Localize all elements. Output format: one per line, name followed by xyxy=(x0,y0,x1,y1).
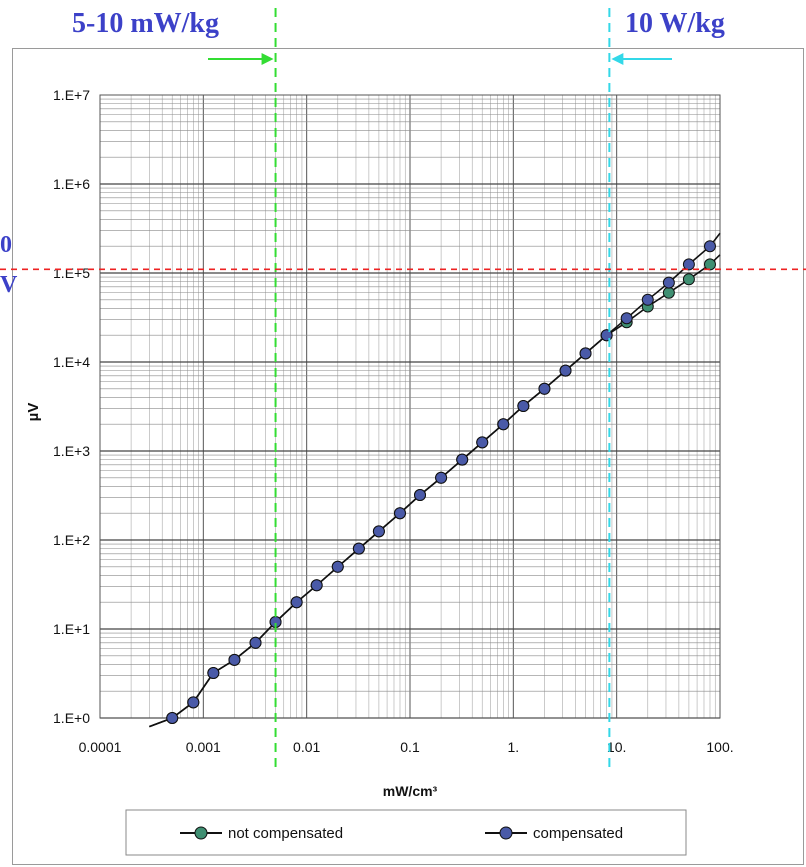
data-point-compensated xyxy=(352,542,365,555)
data-point-compensated xyxy=(414,489,427,502)
data-point-compensated xyxy=(372,525,385,538)
y-tick-label: 1.E+1 xyxy=(53,621,90,637)
data-point-compensated xyxy=(579,347,592,360)
data-point-compensated xyxy=(228,653,241,666)
data-point-compensated xyxy=(290,596,303,609)
left-arrow-head xyxy=(261,53,274,65)
data-point-compensated xyxy=(207,667,220,680)
data-point-compensated xyxy=(682,258,695,271)
legend-label: compensated xyxy=(533,825,623,842)
y-tick-label: 1.E+4 xyxy=(53,354,90,370)
x-tick-label: 100. xyxy=(706,739,733,755)
y-axis-label: µV xyxy=(25,403,42,422)
data-point-compensated xyxy=(641,293,654,306)
right-arrow-head xyxy=(611,53,624,65)
y-tick-label: 1.E+7 xyxy=(53,87,90,103)
plot-frame xyxy=(99,94,721,719)
data-point-compensated xyxy=(497,418,510,431)
data-point-compensated xyxy=(600,329,613,342)
x-tick-label: 10. xyxy=(607,739,626,755)
left-threshold-label: 5-10 mW/kg xyxy=(72,8,219,39)
x-tick-label: 1. xyxy=(507,739,519,755)
x-tick-label: 0.0001 xyxy=(79,739,122,755)
y-tick-label: 1.E+5 xyxy=(53,265,90,281)
x-axis-label: mW/cm³ xyxy=(383,783,438,799)
data-point-compensated xyxy=(456,453,469,466)
clipped-edge-text-1: 0 xyxy=(0,232,12,258)
data-point-compensated xyxy=(662,276,675,289)
x-tick-label: 0.01 xyxy=(293,739,320,755)
x-tick-label: 0.1 xyxy=(400,739,420,755)
y-tick-label: 1.E+2 xyxy=(53,532,90,548)
right-threshold-label: 10 W/kg xyxy=(625,8,725,39)
data-point-compensated xyxy=(249,636,262,649)
y-tick-label: 1.E+6 xyxy=(53,176,90,192)
data-point-compensated xyxy=(393,507,406,520)
data-point-compensated xyxy=(310,579,323,592)
data-point-not-compensated xyxy=(682,273,695,286)
data-point-compensated xyxy=(559,364,572,377)
data-point-compensated xyxy=(620,312,633,325)
data-point-not-compensated xyxy=(662,286,675,299)
legend-marker xyxy=(194,826,208,840)
data-point-not-compensated xyxy=(703,258,716,271)
data-point-compensated xyxy=(703,240,716,253)
y-tick-label: 1.E+0 xyxy=(53,710,90,726)
data-point-compensated xyxy=(476,436,489,449)
data-point-compensated xyxy=(331,560,344,573)
series-line-compensated xyxy=(149,232,721,728)
x-tick-label: 0.001 xyxy=(186,739,221,755)
y-tick-label: 1.E+3 xyxy=(53,443,90,459)
data-point-compensated xyxy=(187,696,200,709)
legend-marker xyxy=(499,826,513,840)
data-point-compensated xyxy=(435,471,448,484)
clipped-edge-text-2: V xyxy=(0,272,18,298)
legend-label: not compensated xyxy=(228,825,343,842)
data-point-compensated xyxy=(517,400,530,413)
data-point-compensated xyxy=(538,382,551,395)
data-point-compensated xyxy=(166,712,179,724)
